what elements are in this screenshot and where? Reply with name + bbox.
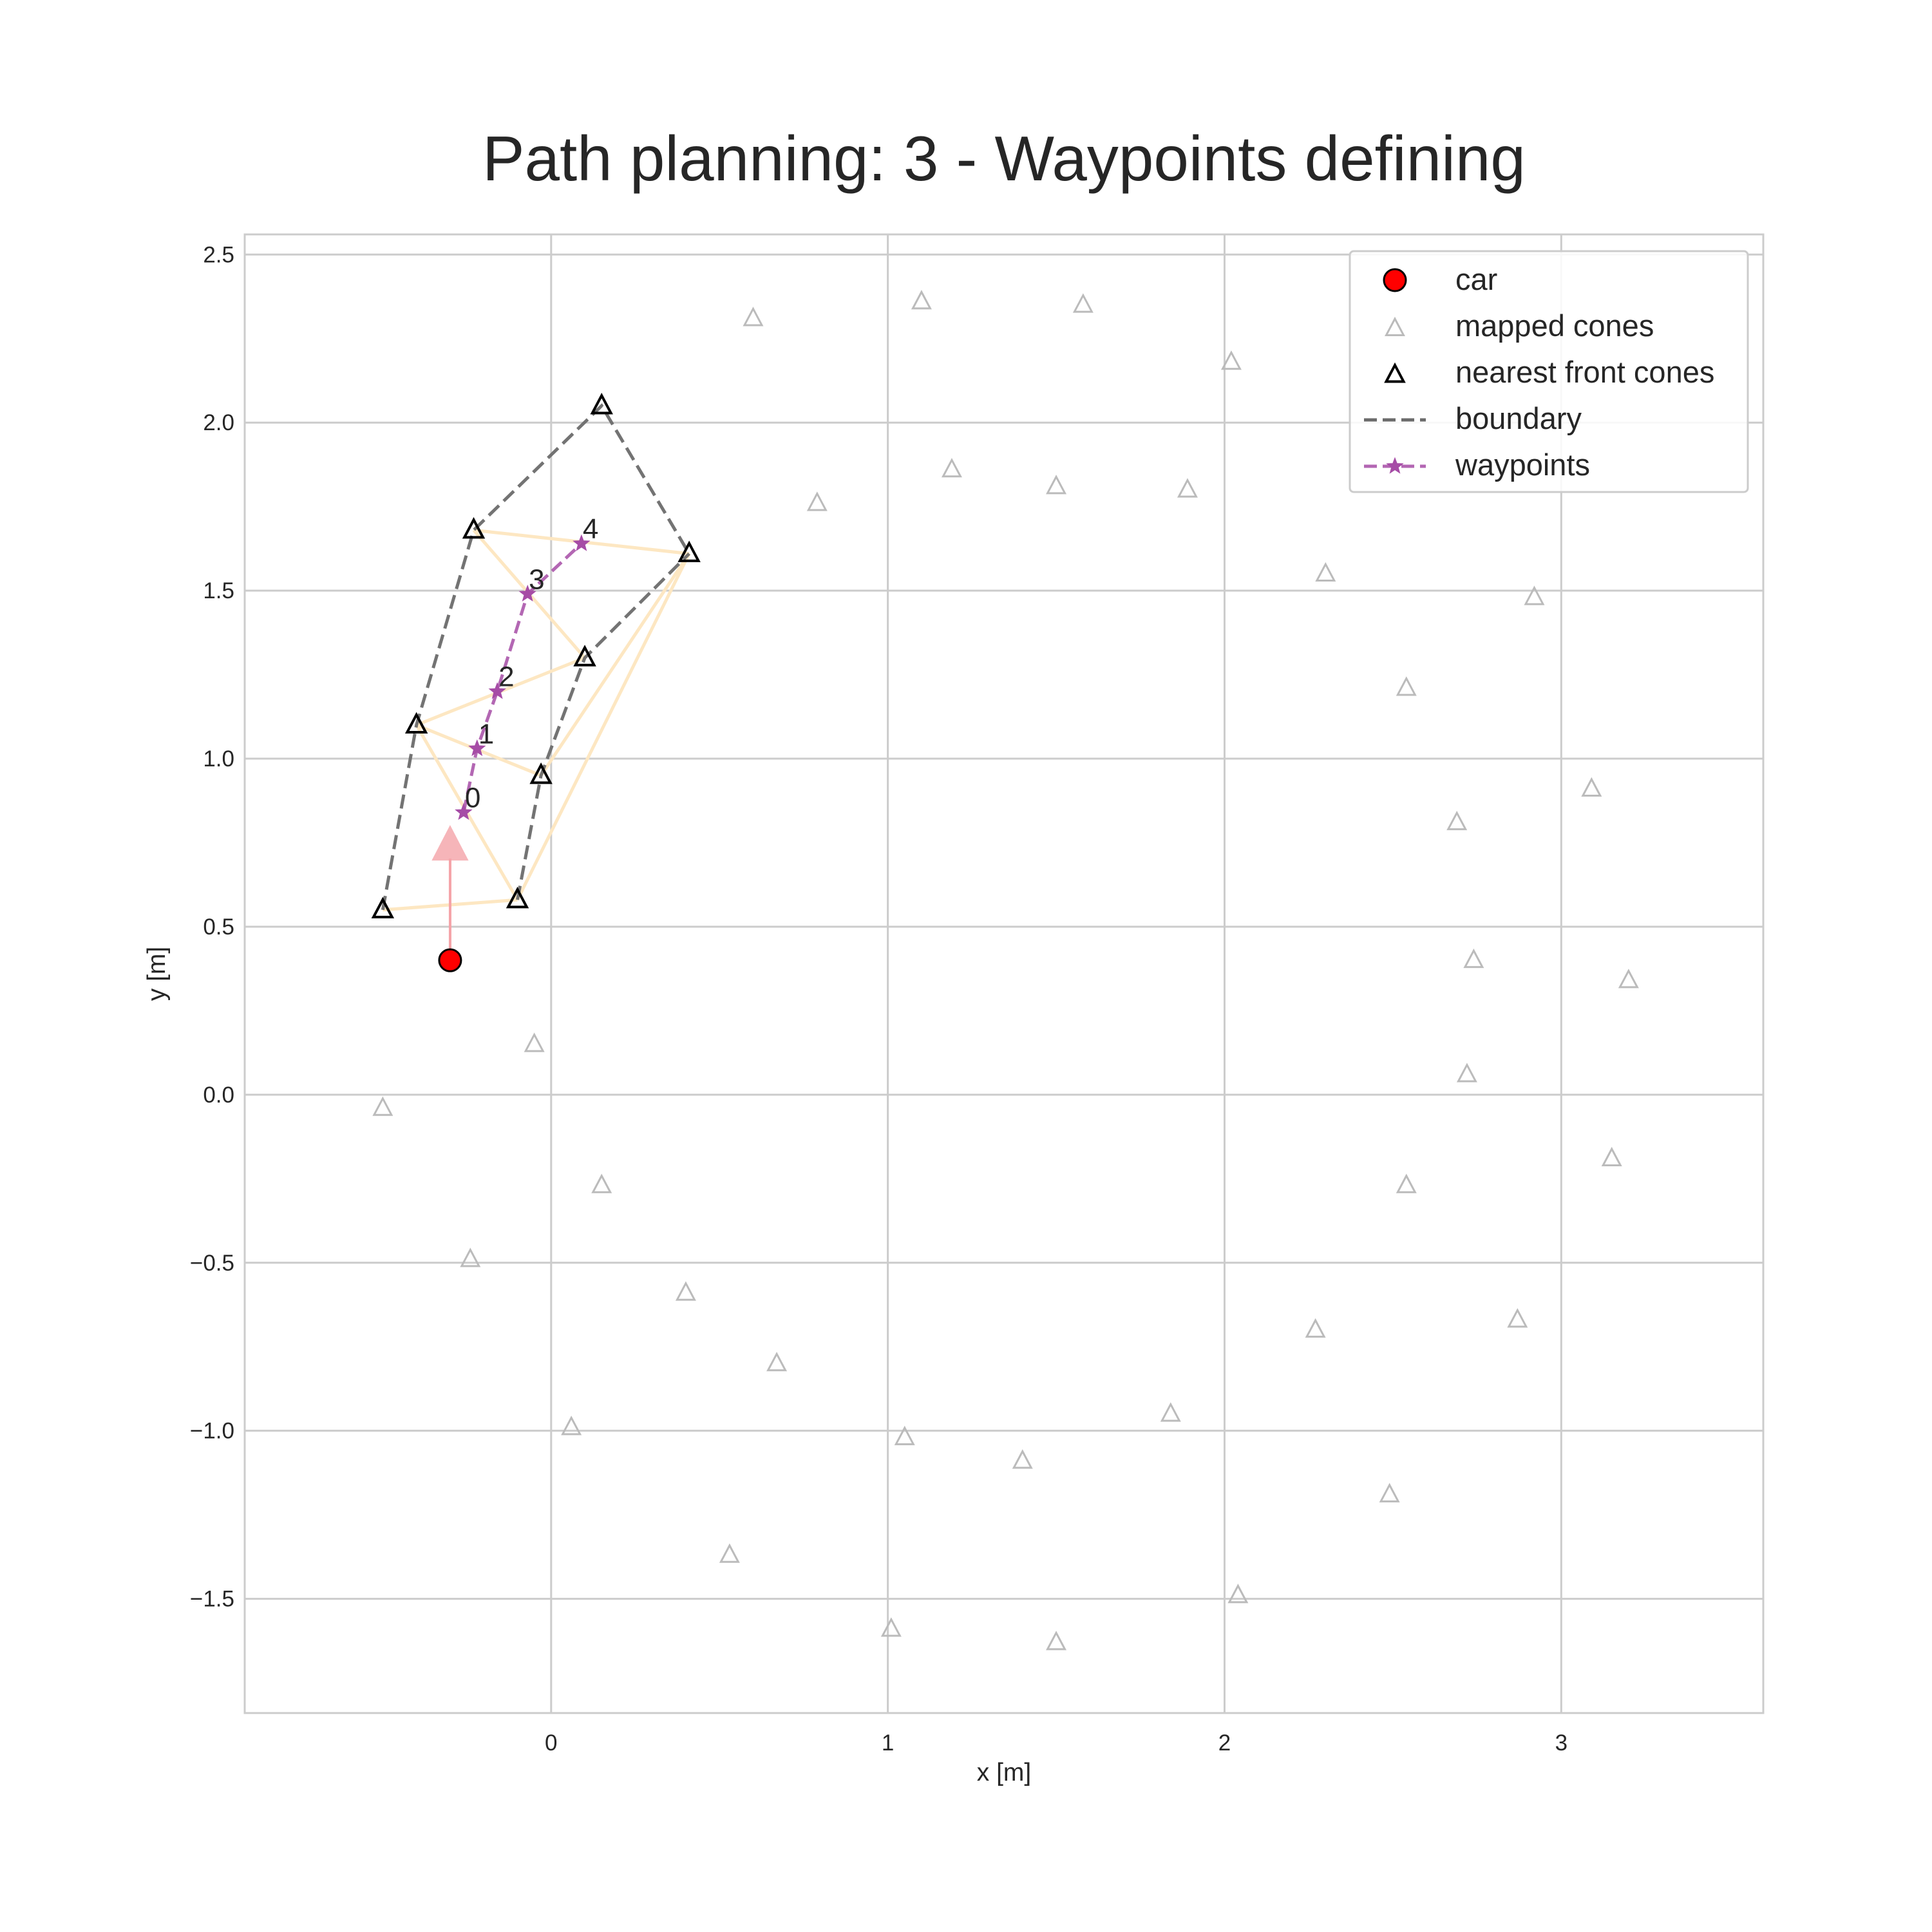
front-cone [506,886,529,909]
legend-label: waypoints [1455,448,1590,482]
y-tick-label: 0.5 [203,914,234,940]
boundary-right [516,552,690,900]
waypoint-label: 1 [478,718,494,750]
legend-label: mapped cones [1455,308,1654,343]
mapped-cone [524,1032,545,1052]
legend: car mapped cones nearest front cones bounda… [1349,250,1749,493]
y-tick-label: 2.0 [203,410,234,435]
legend-mapped-cone-marker [1385,316,1405,336]
mapped-cone [1227,1584,1249,1604]
legend-label: boundary [1455,401,1582,435]
mapped-cone [1177,478,1198,498]
mapped-cone [1305,1318,1326,1338]
front-cone [677,540,701,562]
mapped-cone [1463,948,1484,969]
mapped-cone [1456,1063,1477,1083]
chart-title: Path planning: 3 - Waypoints defining [482,123,1526,194]
y-tick-label: 1.5 [203,578,234,603]
waypoint-label: 0 [465,782,480,814]
car-heading-arrow [431,825,469,861]
mapped-cone [1524,585,1545,605]
mapped-cone [591,1173,612,1193]
y-tick-label: 2.5 [203,242,234,267]
nearest-front-cones [371,392,701,919]
plot-frame [243,233,1765,1714]
car [431,825,469,972]
mapped-cone [1396,676,1417,696]
mapped-cone [1012,1449,1033,1469]
mapped-cone [1315,562,1336,582]
mapped-cone [911,290,932,310]
legend-box [1349,250,1749,493]
waypoint-marker [488,682,506,699]
waypoint-marker [573,534,591,551]
x-tick-label: 1 [882,1730,894,1756]
waypoint-label: 2 [498,661,514,693]
waypoint-path [462,542,583,813]
mapped-cone [1446,810,1468,831]
front-cone [404,712,428,734]
mapped-cone [806,491,828,511]
x-tick-labels: 0 1 2 3 [545,1730,1567,1756]
x-tick-label: 2 [1218,1730,1231,1756]
boundary-left [381,403,691,911]
triangulation-edge [540,553,691,777]
waypoint-label: 3 [529,564,544,595]
mapped-cone [1220,350,1242,370]
mapped-cone [1396,1173,1417,1193]
x-tick-label: 0 [545,1730,557,1756]
y-tick-label: 1.0 [203,746,234,772]
triangulation-edge [516,553,691,901]
mapped-cone [1046,1631,1067,1651]
mapped-cone [719,1543,740,1563]
mapped-cone [1601,1146,1622,1166]
mapped-cones [372,290,1639,1651]
mapped-cone [743,307,764,327]
y-tick-label: −0.5 [190,1251,234,1276]
mapped-cone [1618,969,1639,989]
front-cone [529,762,553,784]
waypoint-marker [468,739,486,757]
mapped-cone [1507,1308,1528,1328]
mapped-cone [1072,293,1094,313]
y-tick-labels: −1.5 −1.0 −0.5 0.0 0.5 1.0 1.5 2.0 2.5 [190,242,234,1611]
mapped-cone [1160,1402,1181,1422]
y-tick-label: −1.5 [190,1587,234,1612]
legend-waypoints-star [1386,457,1404,474]
x-tick-label: 3 [1555,1730,1567,1756]
front-cone [573,645,596,667]
front-cone [371,896,395,919]
mapped-cone [766,1352,788,1372]
waypoints: 0 12 3 4 [455,513,598,820]
car-marker [438,948,462,972]
mapped-cone [460,1247,481,1267]
mapped-cone [675,1281,696,1301]
front-cone [590,392,613,415]
y-tick-label: 0.0 [203,1083,234,1108]
mapped-cone [1046,475,1067,495]
mapped-cone [894,1425,915,1446]
legend-front-cone-marker [1384,362,1406,383]
mapped-cone [1581,777,1602,797]
waypoint-marker [455,803,473,820]
y-tick-label: −1.0 [190,1419,234,1444]
mapped-cone [880,1617,902,1637]
front-cone [462,516,486,539]
waypoint-label: 4 [583,513,598,545]
y-axis-label: y [m] [143,947,171,1001]
mapped-cone [1379,1482,1400,1502]
legend-label: car [1455,262,1497,296]
mapped-cone [941,458,962,478]
mapped-cone [561,1416,582,1435]
x-axis-label: x [m] [977,1759,1032,1786]
boundaries [381,403,691,911]
legend-label: nearest front cones [1455,355,1714,389]
waypoint-marker [518,584,536,602]
legend-car-marker [1383,268,1407,292]
mapped-cone [372,1096,393,1116]
